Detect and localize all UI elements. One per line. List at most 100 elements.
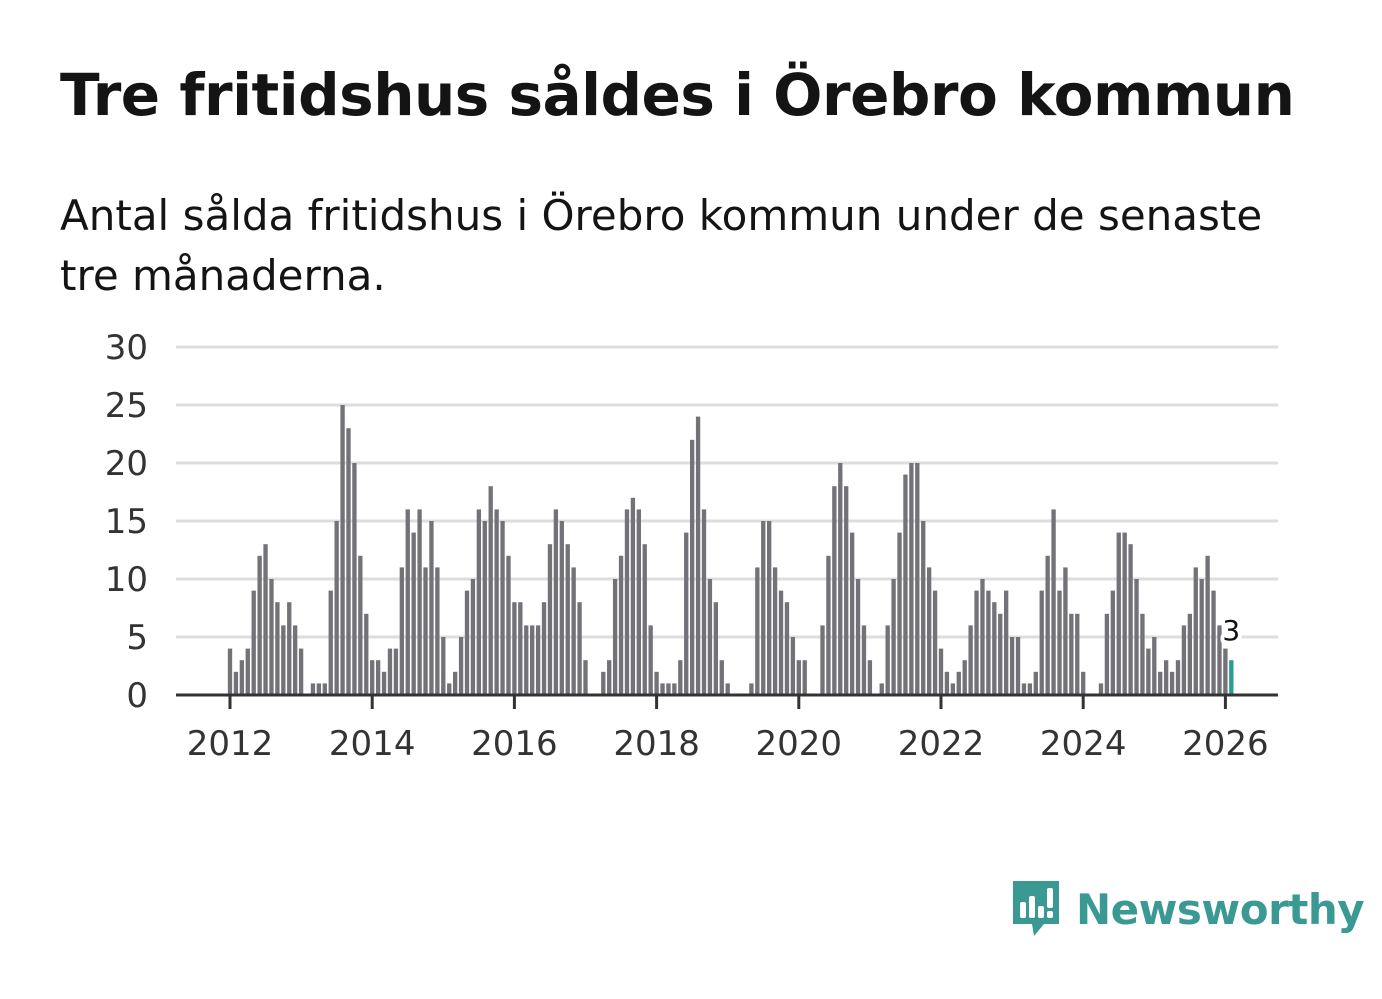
y-tick-label: 20 (105, 444, 148, 484)
bar (1021, 683, 1027, 695)
chart-title: Tre fritidshus såldes i Örebro kommun (60, 61, 1295, 129)
bar (1015, 637, 1021, 695)
bar (915, 463, 920, 695)
bar (950, 683, 956, 695)
bar (239, 660, 245, 695)
bar (1146, 648, 1151, 695)
x-tick-label: 2024 (1040, 724, 1127, 764)
bar (654, 671, 659, 695)
bar (642, 544, 647, 695)
bar (778, 590, 784, 695)
bar (1187, 613, 1193, 695)
bar (1158, 671, 1163, 695)
bar (689, 439, 695, 695)
bar (340, 405, 345, 695)
bar (541, 602, 547, 695)
y-tick-label: 10 (105, 560, 148, 600)
bar (370, 660, 375, 695)
bar (1039, 590, 1044, 695)
bar (387, 648, 393, 695)
bar (802, 660, 807, 695)
bar (441, 637, 446, 695)
y-tick-label: 15 (105, 502, 148, 542)
bar (861, 625, 867, 695)
bar (885, 625, 890, 695)
bar (577, 602, 582, 695)
bar (458, 637, 464, 695)
x-tick-label: 2022 (898, 724, 985, 764)
bar (678, 660, 683, 695)
bar (1069, 613, 1074, 695)
bar (1169, 671, 1175, 695)
bar (316, 683, 322, 695)
bar (1033, 671, 1038, 695)
bar (660, 683, 665, 695)
bar (1205, 555, 1210, 695)
bar (447, 683, 452, 695)
bar (1081, 671, 1086, 695)
bar (281, 625, 286, 695)
brand-name: Newsworthy (1076, 884, 1365, 934)
bar (879, 683, 884, 695)
bar (1140, 613, 1145, 695)
bar (672, 683, 677, 695)
bar (719, 660, 724, 695)
bar (547, 544, 553, 695)
bar (322, 683, 327, 695)
bar (838, 463, 843, 695)
bar (630, 497, 636, 695)
bar (956, 671, 961, 695)
bars (227, 405, 1234, 695)
x-tick-label: 2016 (471, 724, 558, 764)
bar (245, 648, 250, 695)
bar (1110, 590, 1115, 695)
bar-highlighted (1229, 660, 1234, 695)
bar (1057, 590, 1062, 695)
bar (1128, 544, 1133, 695)
bar (518, 602, 523, 695)
bar (648, 625, 653, 695)
bar (275, 602, 280, 695)
bar (1152, 637, 1157, 695)
bar (666, 683, 671, 695)
bar (287, 602, 292, 695)
bar (381, 671, 387, 695)
bar (636, 509, 641, 695)
bar (1009, 637, 1015, 695)
bar (411, 532, 416, 695)
bar (251, 590, 256, 695)
bar (909, 463, 914, 695)
bar (707, 579, 713, 695)
bar (684, 532, 689, 695)
bar (417, 509, 422, 695)
bar (844, 486, 849, 695)
bar (571, 567, 576, 695)
bar (992, 602, 997, 695)
bar (1193, 567, 1198, 695)
bar (761, 521, 766, 695)
y-tick-label: 0 (126, 676, 148, 716)
bar (364, 613, 369, 695)
bar (695, 416, 701, 695)
bar (1075, 613, 1080, 695)
bar (565, 544, 570, 695)
bar (1063, 567, 1068, 695)
bar (1163, 660, 1169, 695)
bar (346, 428, 351, 695)
bar (328, 590, 333, 695)
bar (524, 625, 529, 695)
x-tick-label: 2026 (1182, 724, 1269, 764)
bar (488, 486, 493, 695)
bar (624, 509, 630, 695)
x-tick-label: 2018 (613, 724, 700, 764)
bar (790, 637, 796, 695)
bar (903, 474, 908, 695)
bar (399, 567, 404, 695)
bar (867, 660, 873, 695)
bar (435, 567, 440, 695)
bar (974, 590, 979, 695)
bar (482, 521, 487, 695)
bar (583, 660, 588, 695)
bar (897, 532, 902, 695)
bar (1217, 625, 1222, 695)
